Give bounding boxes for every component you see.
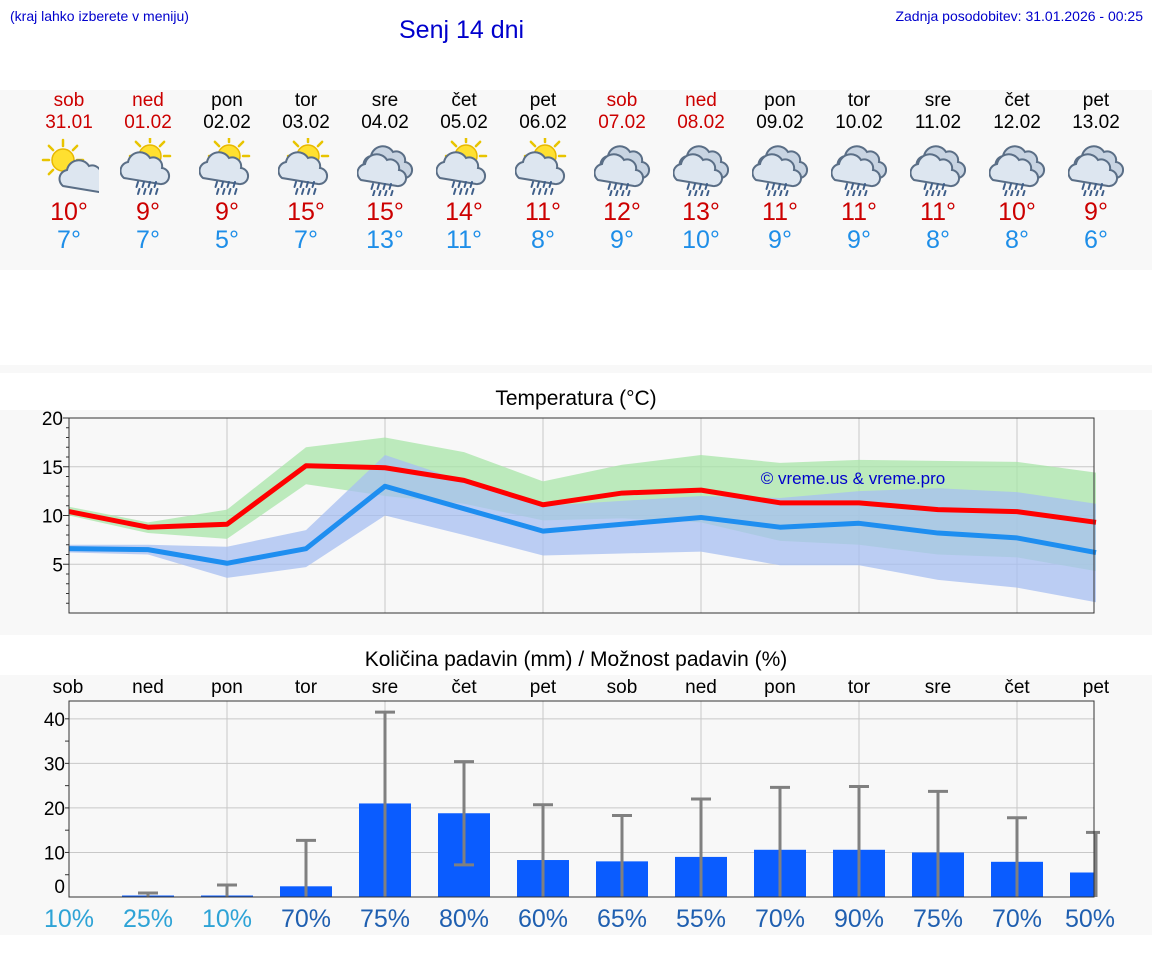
last-updated: Zadnja posodobitev: 31.01.2026 - 00:25	[895, 8, 1143, 24]
day-name: sob	[53, 90, 85, 111]
temp-max: 14°	[445, 198, 483, 226]
temp-min: 8°	[926, 226, 950, 254]
day-date: 01.02	[124, 112, 172, 133]
page-title: Senj 14 dni	[399, 16, 525, 44]
cloud-rain-icon	[751, 145, 808, 196]
cloud-rain-icon	[909, 145, 966, 196]
day-name: pon	[211, 90, 243, 111]
cloud-rain-icon	[356, 145, 413, 196]
day-name: pet	[1082, 90, 1110, 111]
temp-max: 11°	[525, 198, 561, 226]
day-date: 06.02	[519, 112, 567, 133]
location-hint: (kraj lahko izberete v meniju)	[10, 8, 189, 24]
day-name: čet	[451, 90, 477, 111]
sun-cloud-rain-icon	[119, 138, 171, 195]
temp-max: 15°	[366, 198, 404, 226]
cloud-rain-icon	[672, 145, 729, 196]
day-date: 12.02	[993, 112, 1041, 133]
day-name: tor	[847, 90, 871, 111]
temp-max: 9°	[136, 198, 160, 226]
temp-max: 9°	[215, 198, 239, 226]
sun-cloud-rain-icon	[435, 138, 487, 195]
temp-max: 11°	[841, 198, 877, 226]
temp-max: 13°	[682, 198, 720, 226]
day-date: 10.02	[835, 112, 883, 133]
temp-min: 9°	[768, 226, 792, 254]
temp-max: 11°	[920, 198, 956, 226]
temp-min: 9°	[610, 226, 634, 254]
temp-min: 8°	[531, 226, 555, 254]
daily-forecast-panel: sob 31.01 10° 7° ned 01.02 9° 7° pon 02.02 9° 5° tor…	[0, 90, 1152, 270]
divider	[0, 365, 1152, 373]
temp-min: 8°	[1005, 226, 1029, 254]
temp-max: 12°	[603, 198, 641, 226]
day-name: ned	[685, 90, 717, 111]
sun-cloud-rain-icon	[514, 138, 566, 195]
day-name: sob	[606, 90, 638, 111]
day-name: sre	[371, 90, 399, 111]
temp-max: 9°	[1084, 198, 1108, 226]
day-date: 13.02	[1072, 112, 1120, 133]
day-name: tor	[294, 90, 318, 111]
day-date: 05.02	[440, 112, 488, 133]
day-date: 31.01	[45, 112, 93, 133]
cloud-rain-icon	[988, 145, 1045, 196]
cloud-rain-icon	[1067, 145, 1124, 196]
day-name: čet	[1004, 90, 1030, 111]
temp-max: 10°	[50, 198, 88, 226]
temp-min: 10°	[682, 226, 720, 254]
day-date: 08.02	[677, 112, 725, 133]
day-date: 07.02	[598, 112, 646, 133]
temp-min: 7°	[294, 226, 318, 254]
temp-min: 6°	[1084, 226, 1108, 254]
temp-min: 13°	[366, 226, 404, 254]
precipitation-chart-title: Količina padavin (mm) / Možnost padavin …	[364, 648, 788, 671]
temp-min: 11°	[446, 226, 482, 254]
temp-min: 7°	[136, 226, 160, 254]
day-date: 09.02	[756, 112, 804, 133]
sun-cloud-rain-icon	[198, 138, 250, 195]
temp-max: 10°	[998, 198, 1036, 226]
day-date: 04.02	[361, 112, 409, 133]
temp-min: 7°	[57, 226, 81, 254]
precipitation-panel	[0, 675, 1152, 935]
cloud-rain-icon	[593, 145, 650, 196]
day-name: sre	[924, 90, 952, 111]
temp-max: 11°	[762, 198, 798, 226]
sun-cloud-icon	[41, 138, 99, 193]
day-date: 11.02	[914, 112, 962, 133]
day-name: pet	[529, 90, 557, 111]
sun-cloud-rain-icon	[277, 138, 329, 195]
temp-min: 5°	[215, 226, 239, 254]
temp-min: 9°	[847, 226, 871, 254]
day-name: ned	[132, 90, 164, 111]
temperature-panel	[0, 410, 1152, 635]
day-name: pon	[764, 90, 796, 111]
cloud-rain-icon	[830, 145, 887, 196]
day-date: 02.02	[203, 112, 251, 133]
temperature-chart-title: Temperatura (°C)	[495, 387, 657, 410]
day-date: 03.02	[282, 112, 330, 133]
temp-max: 15°	[287, 198, 325, 226]
